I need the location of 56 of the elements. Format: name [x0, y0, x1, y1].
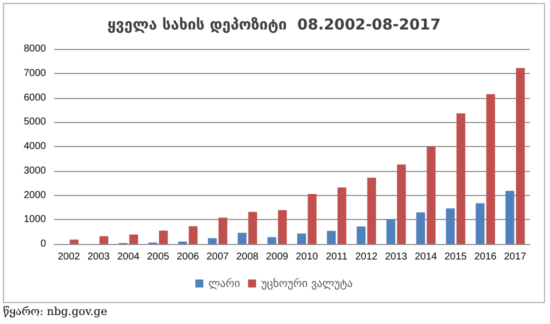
x-tick-label: 2014 [414, 252, 438, 262]
bar [188, 226, 198, 244]
bar [129, 234, 138, 244]
bar [426, 146, 436, 244]
bar [338, 187, 346, 244]
x-tick-label: 2004 [117, 252, 140, 262]
y-tick-label: 5000 [24, 116, 46, 128]
bar [505, 190, 514, 244]
x-tick-label: 2012 [355, 252, 378, 262]
bar [70, 240, 79, 244]
x-tick-label: 2015 [444, 252, 468, 262]
y-tick-label: 6000 [24, 92, 46, 104]
x-tick-label: 2003 [88, 252, 110, 262]
x-tick-label: 2002 [58, 252, 80, 262]
x-tick-label: 2006 [176, 252, 200, 262]
text: წყარო: nbg.gov.ge [3, 305, 108, 318]
bar [159, 230, 168, 244]
bar [100, 236, 108, 244]
bar [238, 232, 246, 244]
y-tick-label: 7000 [24, 68, 46, 79]
legend-label: ლარი [208, 277, 240, 290]
bar [476, 203, 484, 244]
bar [267, 237, 276, 244]
bar [308, 194, 317, 244]
bar [486, 94, 496, 244]
bar [416, 212, 425, 244]
bar [386, 219, 396, 244]
bar [397, 164, 406, 244]
x-tick-label: 2009 [266, 252, 289, 262]
y-tick-label: 3000 [24, 165, 46, 176]
bar [208, 238, 217, 244]
x-tick-label: 2007 [206, 252, 230, 262]
bar [446, 208, 455, 244]
y-tick-label: 0 [40, 238, 46, 250]
x-tick-label: 2010 [296, 252, 318, 262]
x-tick-label: 2017 [504, 252, 527, 262]
legend-label: უცხოური ვალუტა [261, 277, 354, 290]
bar [516, 68, 525, 244]
bar [297, 234, 306, 244]
bar [248, 212, 258, 244]
bar [218, 218, 228, 244]
x-tick-label: 2011 [326, 252, 348, 262]
y-tick-label: 1000 [24, 214, 46, 226]
x-tick-label: 2008 [236, 252, 259, 262]
chart-title: ყველა სახის დეპოზიტი 08.2002-08-2017 [107, 16, 441, 34]
y-tick-label: 4000 [24, 141, 46, 152]
y-tick-label: 2000 [24, 190, 46, 201]
bar [356, 226, 366, 244]
bar [278, 210, 287, 244]
x-tick-label: 2013 [385, 252, 408, 262]
y-tick-label: 8000 [24, 44, 46, 54]
bar [456, 113, 466, 244]
bar [367, 178, 376, 244]
x-tick-label: 2005 [147, 252, 170, 262]
x-tick-label: 2016 [474, 252, 497, 262]
bar [326, 230, 336, 244]
